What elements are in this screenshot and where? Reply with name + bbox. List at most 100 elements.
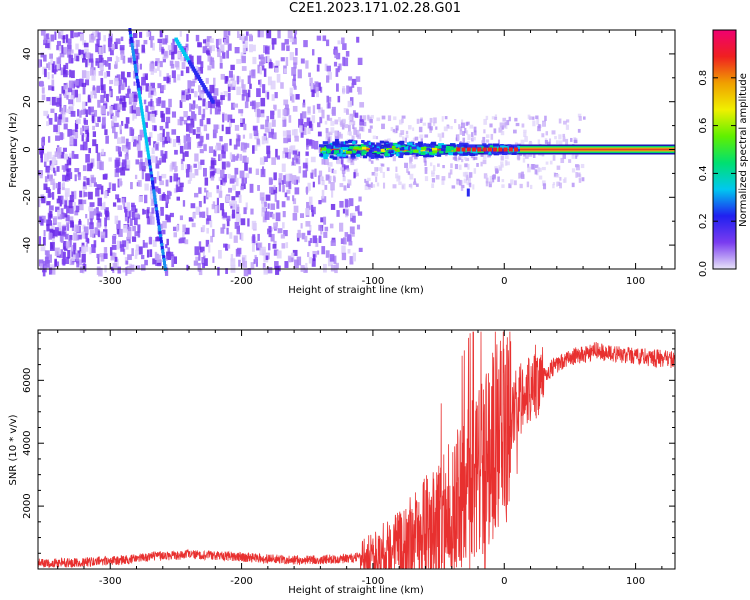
noise-cell — [150, 90, 154, 95]
noise-cell — [105, 93, 109, 103]
noise-cell — [295, 151, 301, 158]
halo-cell — [342, 173, 345, 177]
noise-cell — [188, 125, 193, 134]
noise-cell — [220, 95, 225, 101]
noise-cell — [95, 143, 99, 153]
noise-cell — [95, 58, 99, 64]
noise-cell — [70, 110, 76, 117]
noise-cell — [202, 225, 206, 232]
noise-cell — [111, 120, 115, 129]
noise-cell — [100, 185, 104, 195]
noise-cell — [180, 70, 184, 76]
noise-cell — [290, 145, 296, 154]
halo-cell — [532, 120, 536, 127]
noise-cell — [123, 95, 126, 105]
noise-cell — [326, 95, 330, 103]
noise-cell — [197, 161, 202, 170]
x-tick-label: 0 — [501, 576, 507, 587]
halo-cell — [460, 122, 465, 129]
noise-cell — [41, 196, 46, 204]
halo-cell — [341, 170, 346, 174]
noise-cell — [44, 265, 47, 271]
noise-cell — [138, 86, 143, 95]
noise-cell — [247, 75, 251, 84]
colorbar-tick-label: 0.0 — [698, 261, 709, 277]
halo-cell — [341, 118, 346, 125]
y-tick-label: -40 — [22, 237, 33, 253]
carrier-peak-cell — [493, 147, 498, 152]
noise-cell — [309, 77, 313, 87]
noise-cell — [45, 166, 50, 173]
noise-cell — [277, 109, 281, 118]
noise-cell — [293, 56, 298, 65]
noise-cell — [359, 102, 365, 108]
broad-carrier-cell — [453, 152, 458, 156]
noise-cell — [152, 42, 155, 51]
noise-cell — [182, 152, 185, 162]
noise-cell — [162, 140, 165, 145]
noise-cell — [312, 206, 316, 215]
steep-streak-cell — [142, 120, 146, 125]
halo-cell — [459, 129, 463, 135]
noise-cell — [265, 255, 269, 260]
noise-cell — [200, 61, 204, 68]
noise-cell — [65, 34, 69, 43]
noise-cell — [71, 150, 75, 159]
noise-cell — [192, 78, 197, 83]
noise-cell — [358, 247, 363, 252]
shallow-streak-cell — [206, 91, 210, 96]
halo-cell — [485, 115, 489, 120]
noise-cell — [139, 63, 142, 70]
broad-carrier-cell — [418, 144, 422, 148]
noise-cell — [220, 203, 224, 211]
halo-cell — [502, 122, 507, 128]
noise-cell — [49, 53, 53, 59]
steep-streak-cell — [140, 108, 144, 113]
halo-cell — [466, 174, 469, 181]
halo-cell — [513, 129, 517, 134]
x-axis-label: Height of straight line (km) — [288, 285, 424, 296]
noise-cell — [228, 70, 233, 78]
noise-cell — [234, 174, 237, 183]
noise-cell — [89, 230, 95, 238]
noise-cell — [96, 184, 102, 190]
broad-carrier-cell — [441, 148, 446, 152]
noise-cell — [308, 240, 311, 247]
noise-cell — [195, 34, 200, 42]
halo-cell — [402, 136, 405, 142]
noise-cell — [299, 125, 303, 133]
noise-cell — [145, 105, 149, 113]
noise-cell — [90, 60, 94, 70]
broad-carrier-cell — [368, 144, 373, 148]
noise-cell — [76, 55, 80, 62]
noise-cell — [141, 82, 145, 91]
noise-cell — [291, 37, 297, 45]
noise-cell — [255, 102, 260, 108]
noise-cell — [144, 259, 148, 266]
noise-cell — [51, 86, 55, 91]
halo-cell — [422, 122, 427, 126]
noise-cell — [182, 224, 186, 233]
halo-cell — [372, 135, 376, 140]
noise-cell — [80, 144, 85, 151]
noise-cell — [227, 114, 233, 123]
noise-cell — [220, 96, 223, 105]
noise-cell — [101, 148, 104, 155]
noise-cell — [72, 250, 78, 260]
noise-cell — [311, 49, 315, 56]
halo-cell — [340, 123, 343, 127]
steep-streak-cell — [160, 246, 164, 251]
noise-cell — [48, 174, 52, 182]
broad-carrier-cell — [356, 150, 361, 154]
noise-cell — [51, 96, 57, 106]
noise-cell — [156, 63, 160, 71]
noise-cell — [162, 38, 168, 45]
noise-cell — [265, 119, 269, 128]
steep-streak-cell — [158, 231, 162, 236]
noise-cell — [62, 174, 68, 182]
noise-cell — [126, 202, 131, 212]
noise-cell — [187, 88, 190, 93]
noise-cell — [302, 99, 306, 106]
steep-streak-cell — [150, 177, 154, 182]
noise-cell — [172, 226, 178, 232]
